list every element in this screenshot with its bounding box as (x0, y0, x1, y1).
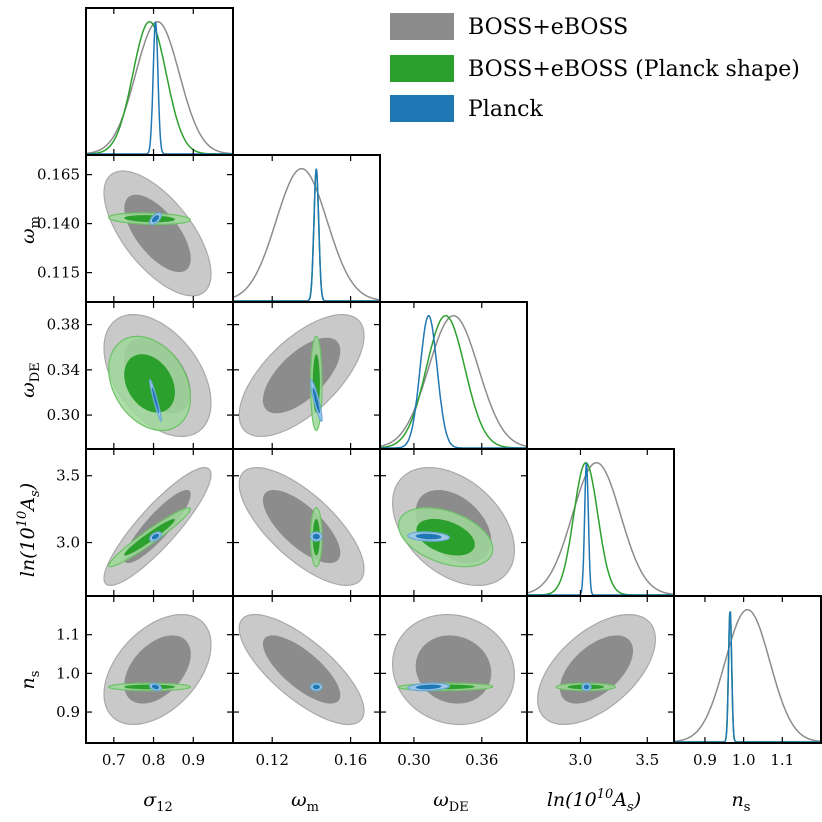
y-tick-label-lnAs: 3.5 (56, 467, 80, 485)
panel-omega_de-vs-lnAs (391, 466, 516, 587)
contour-68-planck-lnAs-ns (583, 684, 590, 690)
posterior-line-boss-eboss-omega_m (233, 167, 380, 301)
panel-frame-2-2 (379, 301, 528, 450)
contour-68-planck-sigma12-omega_de (151, 387, 160, 414)
posterior-line-boss-eboss-sigma12 (86, 20, 233, 155)
x-tick-label-ns: 1.1 (770, 751, 794, 769)
y-tick-label-omega_de: 0.30 (47, 406, 80, 424)
legend-label-planck: Planck (468, 97, 543, 122)
posterior-ns (674, 608, 821, 743)
x-tick-label-lnAs: 3.5 (635, 751, 659, 769)
panel-frame-4-4 (673, 595, 822, 744)
y-axis-label-omega-de: ωDE (17, 362, 43, 397)
y-tick-label-ns: 1.1 (56, 626, 80, 644)
posterior-line-planck-shape-ns (674, 611, 821, 743)
x-axis-label-omega-m: ωm (291, 789, 319, 815)
x-axis-label-sigma12: σ12 (143, 789, 173, 815)
frames-group: 0.7 0.8 0.9 0.12 0.16 0.30 0.36 3.0 3.5 0.9 1.0 1.1… (37, 7, 822, 769)
x-axis-label-ns: ns (732, 789, 751, 815)
legend-label-boss-eboss: BOSS+eBOSS (468, 15, 628, 40)
legend-swatch-boss-eboss (390, 13, 454, 40)
y-axis-label-ns: ns (17, 671, 43, 690)
posterior-line-planck-omega_de (380, 315, 527, 449)
x-axis-labels: σ12 ωm ωDE ln(1010As) ns (143, 787, 750, 815)
x-tick-label-omega_de: 0.36 (465, 751, 498, 769)
posterior-omega_de (380, 314, 527, 449)
contour-68-planck-omega_de-ns (415, 684, 442, 690)
panel-omega_m-vs-omega_de (238, 313, 365, 438)
x-tick-label-sigma12: 0.7 (102, 751, 126, 769)
contour-68-planck-omega_m-omega_de (312, 387, 320, 414)
y-tick-label-omega_de: 0.34 (47, 361, 80, 379)
panel-sigma12-vs-omega_de (103, 314, 212, 437)
y-tick-label-omega_de: 0.38 (47, 316, 80, 334)
posterior-line-boss-eboss-lnAs (527, 461, 674, 596)
posterior-line-planck-omega_m (233, 168, 380, 302)
panel-sigma12-vs-ns (103, 614, 212, 725)
x-tick-label-ns: 0.9 (693, 751, 717, 769)
contour-68-boss-eboss-omega_m-omega_de (262, 337, 341, 414)
x-axis-label-lnAs: ln(1010As) (547, 787, 641, 815)
legend-label-planck-shape: BOSS+eBOSS (Planck shape) (468, 57, 800, 82)
panel-omega_m-vs-ns (238, 613, 365, 726)
posterior-sigma12 (86, 20, 233, 155)
x-tick-label-omega_m: 0.16 (334, 751, 367, 769)
posterior-line-boss-eboss-omega_de (380, 314, 527, 448)
legend-swatch-planck (390, 95, 454, 122)
x-tick-label-lnAs: 3.0 (569, 751, 593, 769)
y-tick-label-ns: 1.0 (56, 664, 80, 682)
y-tick-label-omega_m: 0.140 (37, 215, 80, 233)
x-axis-label-omega-de: ωDE (433, 789, 468, 815)
y-tick-label-ns: 0.9 (56, 703, 80, 721)
panel-omega_de-vs-ns (391, 613, 516, 726)
contour-68-planck-sigma12-lnAs (151, 533, 160, 540)
posterior-lnAs (527, 461, 674, 596)
contour-68-planck-omega_de-lnAs (415, 533, 442, 540)
posterior-line-planck-ns (674, 611, 821, 743)
x-tick-label-sigma12: 0.8 (142, 751, 166, 769)
x-tick-label-sigma12: 0.9 (181, 751, 205, 769)
x-tick-label-omega_m: 0.12 (255, 751, 288, 769)
panel-lnAs-vs-ns (536, 614, 657, 725)
contour-68-boss-eboss-sigma12-omega_m (124, 194, 191, 273)
panel-omega_m-vs-lnAs (238, 466, 365, 587)
posterior-line-planck-shape-omega_de (380, 314, 527, 449)
x-tick-label-omega_de: 0.30 (397, 751, 430, 769)
y-tick-label-lnAs: 3.0 (56, 534, 80, 552)
x-tick-label-ns: 1.0 (732, 751, 756, 769)
contour-68-planck-sigma12-omega_m (151, 215, 160, 223)
panel-frame-3-3 (526, 448, 675, 597)
contour-68-planck-omega_m-ns (312, 684, 320, 690)
y-axis-label-lnAs: ln(1010As) (15, 483, 43, 577)
panel-sigma12-vs-lnAs (103, 466, 212, 587)
y-tick-label-omega_m: 0.115 (37, 264, 80, 282)
legend-swatch-planck-shape (390, 55, 454, 82)
posterior-line-boss-eboss-ns (674, 608, 821, 743)
panel-frame-1-1 (232, 154, 381, 303)
posterior-omega_m (233, 167, 380, 302)
contour-68-planck-omega_m-lnAs (312, 533, 320, 540)
panel-sigma12-vs-omega_m (103, 170, 212, 297)
posterior-line-planck-shape-omega_m (233, 168, 380, 302)
panels-group (86, 20, 821, 743)
contour-68-planck-sigma12-ns (151, 684, 160, 690)
y-tick-label-omega_m: 0.165 (37, 166, 80, 184)
y-axis-label-omega-m: ωm (17, 216, 43, 244)
y-axis-labels: ωm ωDE ln(1010As) ns (15, 216, 43, 689)
contour-68-planck-shape-sigma12-omega_m (124, 215, 175, 223)
legend: BOSS+eBOSS BOSS+eBOSS (Planck shape) Pla… (390, 13, 800, 122)
